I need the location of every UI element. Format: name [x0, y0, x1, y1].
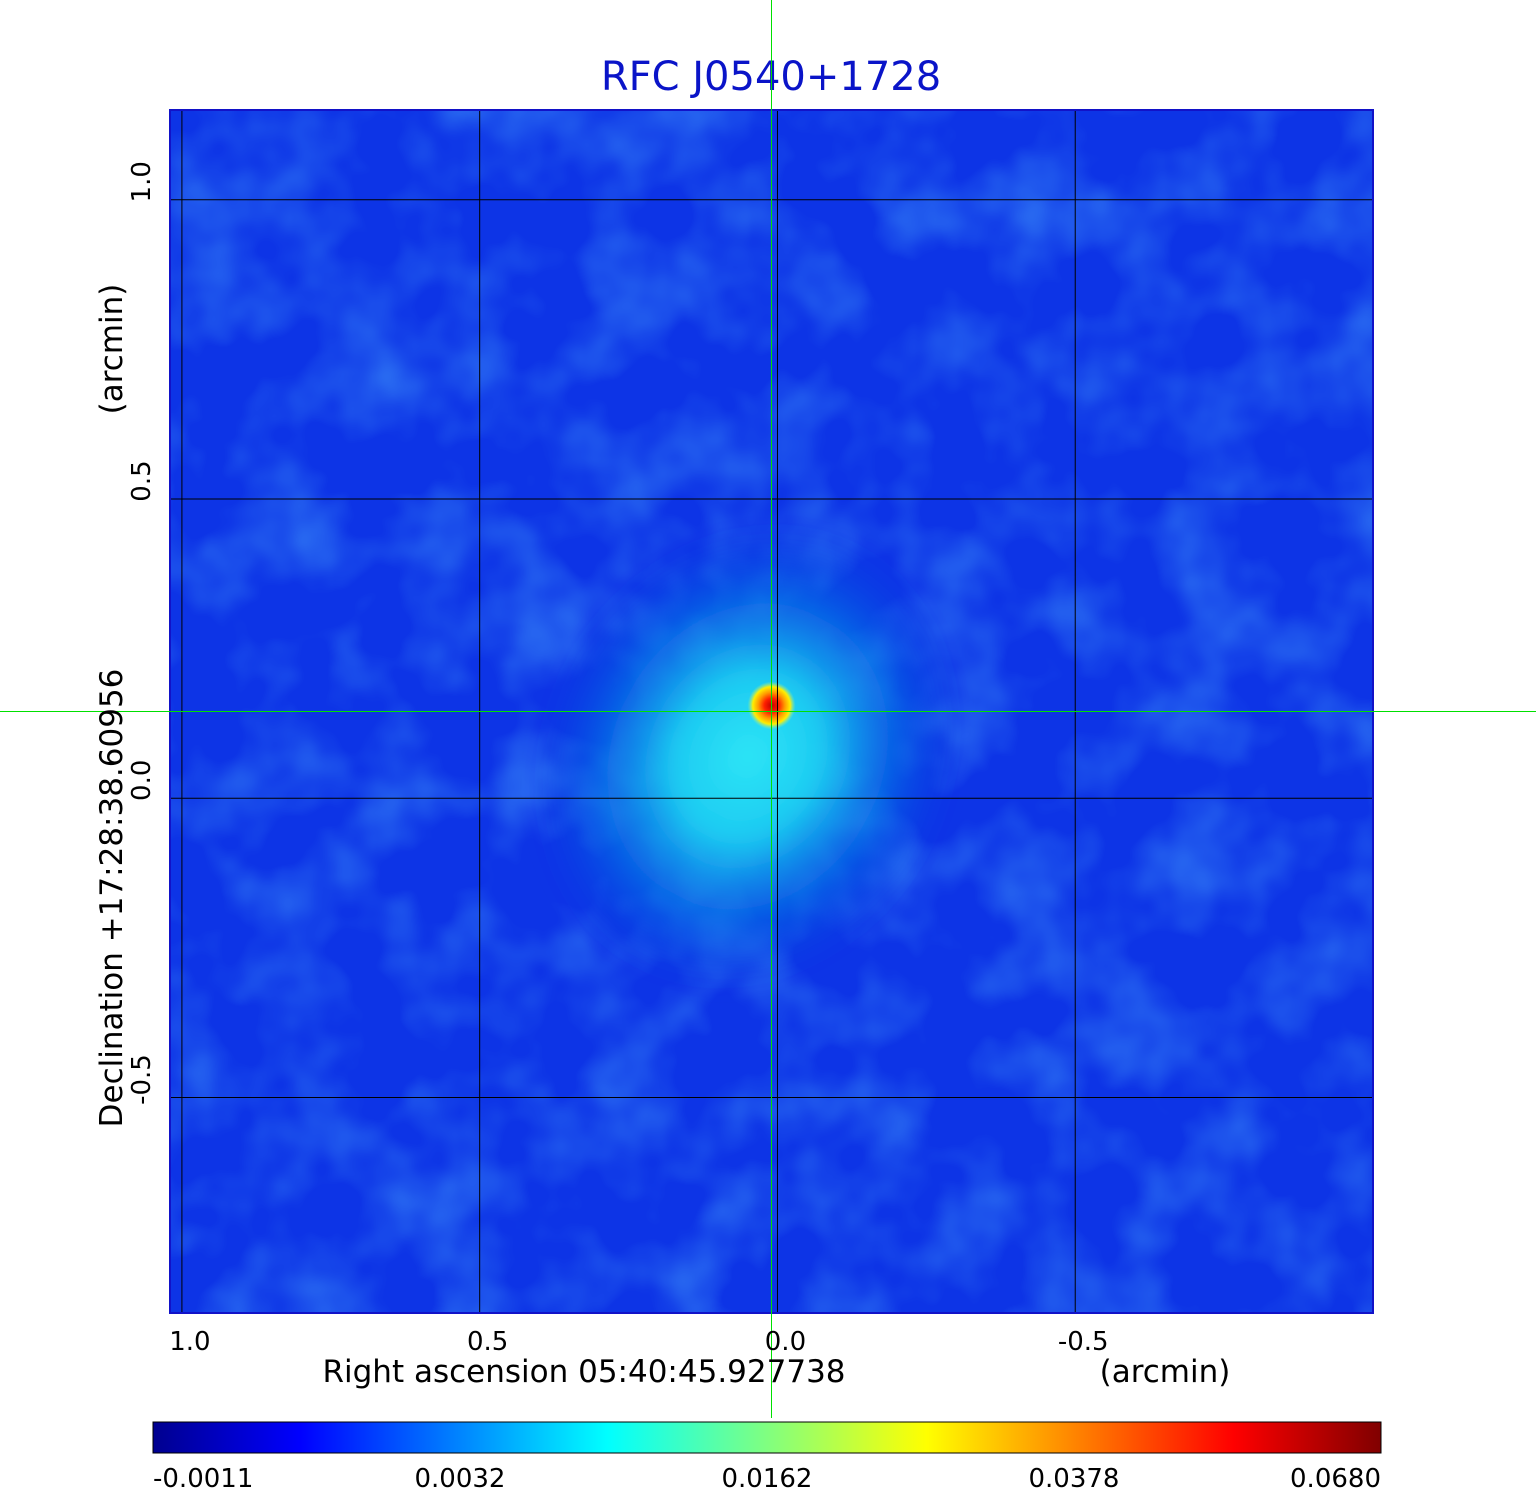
y-tick-label: 1.0: [127, 161, 157, 202]
y-axis-unit: (arcmin): [94, 284, 130, 415]
source-halo: [534, 523, 961, 990]
colorbar-tick-label: -0.0011: [153, 1464, 253, 1494]
colorbar-tick-label: 0.0032: [415, 1464, 506, 1494]
x-axis-unit: (arcmin): [1100, 1354, 1231, 1390]
colorbar-tick-label: 0.0162: [722, 1464, 813, 1494]
x-tick-label: 0.5: [467, 1327, 508, 1357]
source-emission: [534, 523, 961, 990]
x-tick-label: 0.0: [765, 1327, 806, 1357]
x-tick-label: -0.5: [1058, 1327, 1109, 1357]
colorbar: [152, 1421, 1382, 1454]
x-tick-label: 1.0: [169, 1327, 210, 1357]
y-tick-label: 0.0: [127, 760, 157, 801]
x-tick-labels: 1.0 0.5 0.0 -0.5: [169, 1327, 1108, 1357]
y-tick-label: 0.5: [127, 460, 157, 501]
crosshair: [0, 0, 1536, 1418]
y-tick-labels: 1.0 0.5 0.0 -0.5: [127, 161, 157, 1105]
y-axis-label: Declination +17:28:38.60956: [94, 669, 130, 1128]
colorbar-tick-label: 0.0680: [1290, 1464, 1381, 1494]
y-tick-label: -0.5: [127, 1054, 157, 1105]
x-axis-label: Right ascension 05:40:45.927738: [322, 1354, 845, 1390]
colorbar-tick-label: 0.0378: [1029, 1464, 1120, 1494]
colorbar-tick-labels: -0.0011 0.0032 0.0162 0.0378 0.0680: [153, 1464, 1381, 1494]
